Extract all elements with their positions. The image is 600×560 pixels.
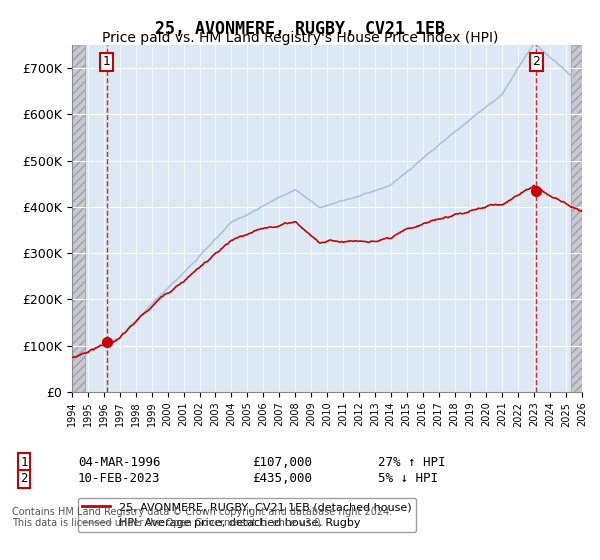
Text: Price paid vs. HM Land Registry's House Price Index (HPI): Price paid vs. HM Land Registry's House … [102, 31, 498, 45]
Text: 10-FEB-2023: 10-FEB-2023 [78, 472, 161, 486]
Text: £107,000: £107,000 [252, 455, 312, 469]
Text: £435,000: £435,000 [252, 472, 312, 486]
Bar [72, 45, 85, 392]
Bar [571, 45, 582, 392]
Bar [72, 45, 85, 392]
Bar [571, 45, 582, 392]
Text: 25, AVONMERE, RUGBY, CV21 1EB: 25, AVONMERE, RUGBY, CV21 1EB [155, 20, 445, 38]
Text: Contains HM Land Registry data © Crown copyright and database right 2024.
This d: Contains HM Land Registry data © Crown c… [12, 507, 392, 529]
Text: 5% ↓ HPI: 5% ↓ HPI [378, 472, 438, 486]
Text: 27% ↑ HPI: 27% ↑ HPI [378, 455, 445, 469]
Text: 2: 2 [532, 55, 540, 68]
Text: 2: 2 [20, 472, 28, 486]
Legend: 25, AVONMERE, RUGBY, CV21 1EB (detached house), HPI: Average price, detached hou: 25, AVONMERE, RUGBY, CV21 1EB (detached … [77, 498, 416, 532]
Text: 1: 1 [103, 55, 110, 68]
Text: 04-MAR-1996: 04-MAR-1996 [78, 455, 161, 469]
Text: 1: 1 [20, 455, 28, 469]
